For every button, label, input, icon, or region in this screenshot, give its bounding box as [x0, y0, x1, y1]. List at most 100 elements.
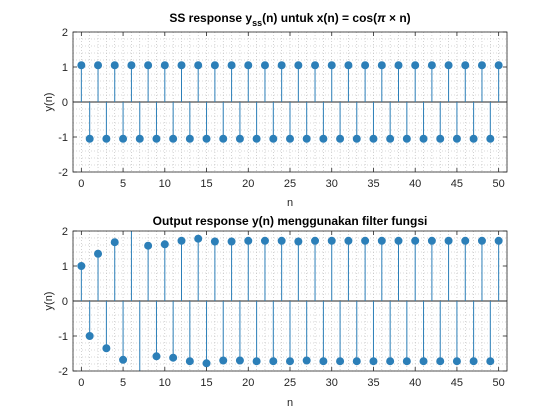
stem-marker — [110, 61, 119, 70]
stem-marker — [486, 134, 495, 143]
stem-marker — [436, 357, 445, 366]
subplot-2-axes: 0 5 10 15 20 25 30 35 40 45 50 -2 -1 0 1 2 — [58, 226, 508, 389]
stem-marker — [411, 236, 420, 245]
stem-marker — [219, 134, 228, 143]
y-tick-label: -2 — [58, 366, 68, 378]
stem-marker — [252, 357, 261, 366]
stem-marker — [402, 357, 411, 366]
stem-marker — [235, 356, 244, 365]
stem-marker — [177, 236, 186, 245]
stem-marker — [269, 134, 278, 143]
stem-marker — [94, 61, 103, 70]
stem-marker — [260, 61, 269, 70]
stem-marker — [210, 61, 219, 70]
subplot-2-ylabel: y(n) — [43, 292, 55, 311]
stem-marker — [219, 356, 228, 365]
stem-marker — [269, 357, 278, 366]
x-tick-label: 10 — [159, 178, 171, 190]
x-tick-label: 30 — [326, 178, 338, 190]
stem-marker — [311, 236, 320, 245]
x-tick-label: 40 — [409, 377, 421, 389]
stem-marker — [202, 359, 211, 368]
stem-marker — [185, 134, 194, 143]
subplot-1-xlabel: n — [287, 197, 293, 209]
y-tick-label: 2 — [62, 226, 68, 238]
stem-marker — [436, 134, 445, 143]
stem-marker — [386, 134, 395, 143]
stem-marker — [119, 355, 128, 364]
stem-marker — [285, 134, 294, 143]
subplot-1-title-times: × — [389, 11, 396, 25]
stem-marker — [77, 261, 86, 270]
subplot-2-title: Output response y(n) menggunakan filter … — [153, 214, 428, 228]
subplot-2-stems — [73, 231, 507, 371]
stem-marker — [202, 134, 211, 143]
stem-marker — [127, 61, 136, 70]
stem-marker — [177, 61, 186, 70]
x-tick-label: 25 — [284, 178, 296, 190]
stem-marker — [260, 236, 269, 245]
stem-marker — [336, 134, 345, 143]
stem-marker — [444, 61, 453, 70]
stem-marker — [294, 237, 303, 246]
stem-marker — [302, 134, 311, 143]
y-tick-label: 1 — [62, 261, 68, 273]
stem-marker — [494, 61, 503, 70]
y-tick-label: -1 — [58, 331, 68, 343]
stem-marker — [361, 61, 370, 70]
stem-marker — [85, 134, 94, 143]
x-tick-label: 15 — [200, 377, 212, 389]
x-tick-label: 50 — [493, 377, 505, 389]
stem-marker — [336, 357, 345, 366]
x-tick-label: 5 — [120, 377, 126, 389]
stem-marker — [361, 236, 370, 245]
subplot-1-axes: 0 5 10 15 20 25 30 35 40 45 50 -2 -1 0 1 2 — [58, 27, 508, 190]
subplot-1-title-pi: π — [377, 11, 386, 25]
y-tick-label: 1 — [62, 62, 68, 74]
stem-marker — [302, 356, 311, 365]
stem-marker — [411, 61, 420, 70]
stem-marker — [319, 134, 328, 143]
x-tick-label: 25 — [284, 377, 296, 389]
y-tick-label: 0 — [62, 296, 68, 308]
stem-marker — [344, 236, 353, 245]
stem-marker — [110, 238, 119, 247]
stem-marker — [444, 236, 453, 245]
stem-marker — [419, 134, 428, 143]
x-tick-label: 0 — [78, 178, 84, 190]
stem-marker — [144, 241, 153, 250]
subplot-1-title: SS response yss(n) untuk x(n) = cos(π × … — [169, 11, 410, 28]
stem-marker — [169, 353, 178, 362]
stem-marker — [94, 249, 103, 258]
x-tick-label: 40 — [409, 178, 421, 190]
stem-marker — [160, 240, 169, 249]
x-tick-label: 45 — [451, 178, 463, 190]
stem-marker — [394, 61, 403, 70]
x-tick-label: 20 — [242, 178, 254, 190]
y-tick-label: 2 — [62, 27, 68, 39]
subplot-1-title-mid: (n) untuk x(n) = cos( — [262, 11, 377, 25]
stem-marker — [277, 236, 286, 245]
stem-marker — [244, 61, 253, 70]
x-tick-label: 35 — [367, 377, 379, 389]
y-tick-label: -1 — [58, 132, 68, 144]
stem-marker — [461, 61, 470, 70]
stem-marker — [469, 134, 478, 143]
x-tick-label: 50 — [493, 178, 505, 190]
stem-marker — [252, 134, 261, 143]
stem-marker — [452, 134, 461, 143]
subplot-output-response: Output response y(n) menggunakan filter … — [43, 214, 508, 409]
stem-marker — [277, 61, 286, 70]
stem-marker — [102, 344, 111, 353]
stem-marker — [227, 61, 236, 70]
stem-marker — [169, 134, 178, 143]
stem-marker — [311, 61, 320, 70]
stem-marker — [369, 134, 378, 143]
stem-marker — [427, 236, 436, 245]
stem-marker — [194, 234, 203, 243]
x-tick-label: 30 — [326, 377, 338, 389]
stem-marker — [77, 61, 86, 70]
stem-marker — [452, 357, 461, 366]
stem-marker — [352, 134, 361, 143]
